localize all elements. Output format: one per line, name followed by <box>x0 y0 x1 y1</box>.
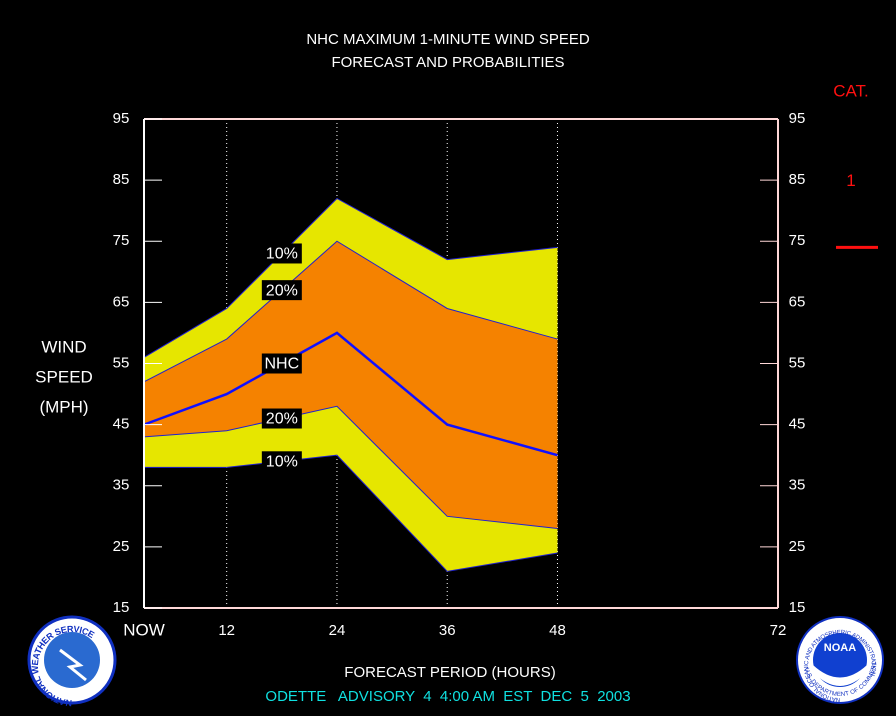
y-tick-label: 15 <box>113 599 130 616</box>
x-tick-label: 24 <box>329 622 346 639</box>
series-label: NHC <box>264 356 299 373</box>
series-line <box>143 405 558 530</box>
y-axis-label: WIND <box>41 337 86 356</box>
label-box <box>261 280 302 301</box>
probability-band <box>144 241 558 529</box>
label-box <box>261 451 302 472</box>
series-line <box>144 454 558 572</box>
y2-tick-label: 65 <box>789 293 806 310</box>
chart-title: NHC MAXIMUM 1-MINUTE WIND SPEED <box>306 31 590 48</box>
series-label: 10% <box>266 454 298 471</box>
x-tick-label: NOW <box>123 620 165 639</box>
x-tick-label: 48 <box>549 622 566 639</box>
series-line <box>143 197 558 358</box>
label-box <box>261 408 302 429</box>
y2-tick-label: 85 <box>789 171 806 188</box>
series-label: 10% <box>266 246 298 263</box>
y-tick-label: 35 <box>113 477 130 494</box>
series-label: 20% <box>266 411 298 428</box>
chart-subtitle: FORECAST AND PROBABILITIES <box>331 54 564 71</box>
y-tick-label: 65 <box>113 293 130 310</box>
category-label: 1 <box>846 171 855 190</box>
y2-tick-label: 15 <box>789 599 806 616</box>
x-tick-label: 12 <box>218 622 235 639</box>
x-tick-label: 36 <box>439 622 456 639</box>
label-box <box>261 243 302 264</box>
y2-tick-label: 55 <box>789 354 806 371</box>
label-box <box>261 353 302 374</box>
category-title: CAT. <box>833 81 869 100</box>
series-line <box>143 331 558 457</box>
x-axis-label: FORECAST PERIOD (HOURS) <box>344 664 555 681</box>
x-tick-label: 72 <box>770 622 787 639</box>
y-tick-label: 25 <box>113 538 130 555</box>
y-axis-label: SPEED <box>35 367 93 386</box>
footer: ODETTE ADVISORY 4 4:00 AM EST DEC 5 2003 <box>265 688 630 705</box>
series-line <box>143 240 558 383</box>
y-tick-label: 95 <box>113 110 130 127</box>
noaa-text: NOAA <box>824 642 856 654</box>
y2-tick-label: 25 <box>789 538 806 555</box>
y2-tick-label: 95 <box>789 110 806 127</box>
nws-logo: NATIONAL WEATHER SERVICE <box>27 615 117 708</box>
series-label: 20% <box>266 282 298 299</box>
y2-tick-label: 75 <box>789 232 806 249</box>
y-axis-label: (MPH) <box>39 397 88 416</box>
y-tick-label: 85 <box>113 171 130 188</box>
y-tick-label: 45 <box>113 416 130 433</box>
y2-tick-label: 45 <box>789 416 806 433</box>
y-tick-label: 75 <box>113 232 130 249</box>
y-tick-label: 55 <box>113 354 130 371</box>
y2-tick-label: 35 <box>789 477 806 494</box>
